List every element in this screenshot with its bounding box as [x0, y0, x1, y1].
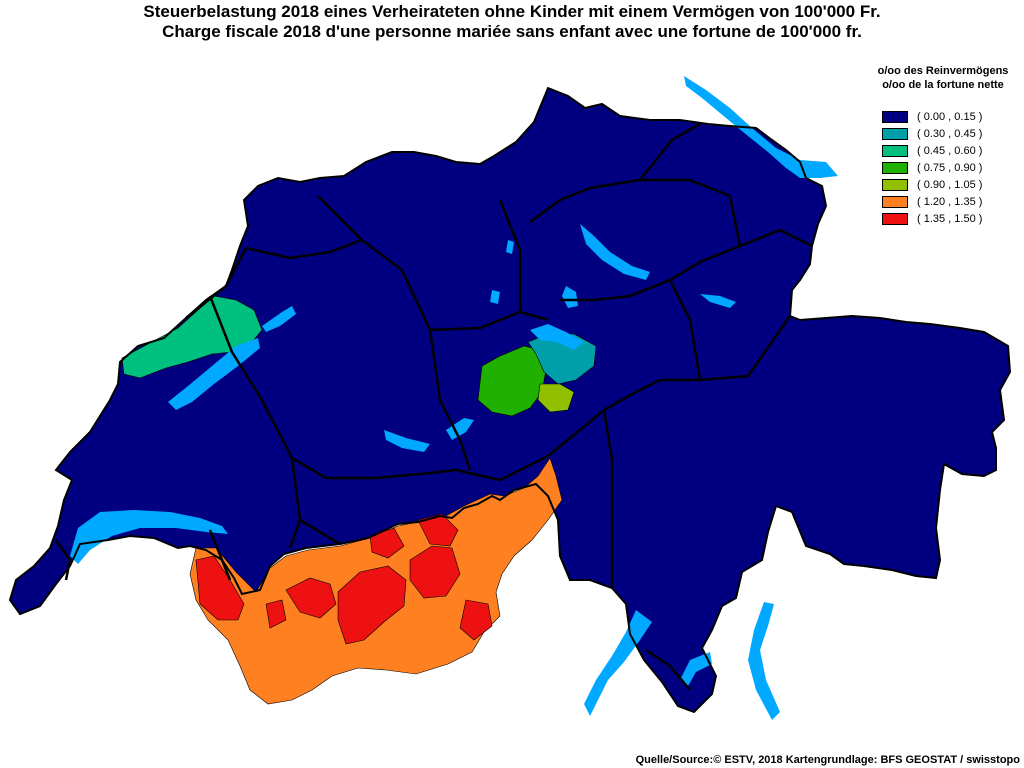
- lake-maggiore: [584, 610, 652, 716]
- legend-heading-french: o/oo de la fortune nette: [882, 79, 1004, 91]
- lake-constance: [684, 76, 838, 178]
- legend-item: ( 0.00 , 0.15 ): [882, 108, 1018, 125]
- legend-swatch: [882, 212, 908, 225]
- lake-sempach: [490, 290, 500, 304]
- legend-item: ( 0.75 , 0.90 ): [882, 159, 1018, 176]
- legend-label: ( 0.00 , 0.15 ): [917, 110, 983, 123]
- lake-zurich: [580, 224, 650, 280]
- lake-bienne: [262, 306, 296, 332]
- legend-item: ( 0.45 , 0.60 ): [882, 142, 1018, 159]
- region-class-045-060: [121, 295, 263, 379]
- legend-item: ( 0.30 , 0.45 ): [882, 125, 1018, 142]
- legend-label: ( 0.30 , 0.45 ): [917, 127, 983, 140]
- legend-swatch: [882, 110, 908, 123]
- map-title-german: Steuerbelastung 2018 eines Verheirateten…: [143, 2, 881, 21]
- legend-item: ( 1.20 , 1.35 ): [882, 193, 1018, 210]
- legend-swatch: [882, 127, 908, 140]
- legend-label: ( 0.75 , 0.90 ): [917, 161, 983, 174]
- lake-brienz: [446, 418, 474, 440]
- canton-borders: [54, 122, 813, 691]
- legend-item: ( 1.35 , 1.50 ): [882, 210, 1018, 227]
- legend-label: ( 0.90 , 1.05 ): [917, 178, 983, 191]
- lake-lucerne: [530, 324, 584, 350]
- source-credit: Quelle/Source:© ESTV, 2018 Kartengrundla…: [635, 754, 1020, 766]
- region-class-135-150: [195, 513, 493, 645]
- lake-thun: [384, 430, 430, 452]
- legend-class-list: ( 0.00 , 0.15 ) ( 0.30 , 0.45 ) ( 0.45 , 0…: [882, 108, 1018, 227]
- legend-swatch: [882, 195, 908, 208]
- lake-geneva: [70, 510, 228, 564]
- legend-item: ( 0.90 , 1.05 ): [882, 176, 1018, 193]
- lake-lugano: [680, 652, 712, 686]
- legend-swatch: [882, 178, 908, 191]
- national-border: [8, 86, 1012, 714]
- legend-label: ( 1.20 , 1.35 ): [917, 195, 983, 208]
- map-title-french: Charge fiscale 2018 d'une personne marié…: [162, 22, 862, 41]
- region-class-090-105: [537, 383, 575, 413]
- legend-swatch: [882, 144, 908, 157]
- lake-neuchatel: [168, 338, 260, 410]
- legend-label: ( 1.35 , 1.50 ): [917, 212, 983, 225]
- legend-swatch: [882, 161, 908, 174]
- lake-hallwil: [506, 240, 514, 254]
- legend-heading-german: o/oo des Reinvermögens: [877, 65, 1009, 77]
- legend-label: ( 0.45 , 0.60 ): [917, 144, 983, 157]
- lake-walensee: [700, 294, 736, 308]
- lake-como: [748, 602, 780, 720]
- map-legend: o/oo des Reinvermögens o/oo de la fortun…: [868, 64, 1018, 227]
- lake-zug: [562, 286, 578, 308]
